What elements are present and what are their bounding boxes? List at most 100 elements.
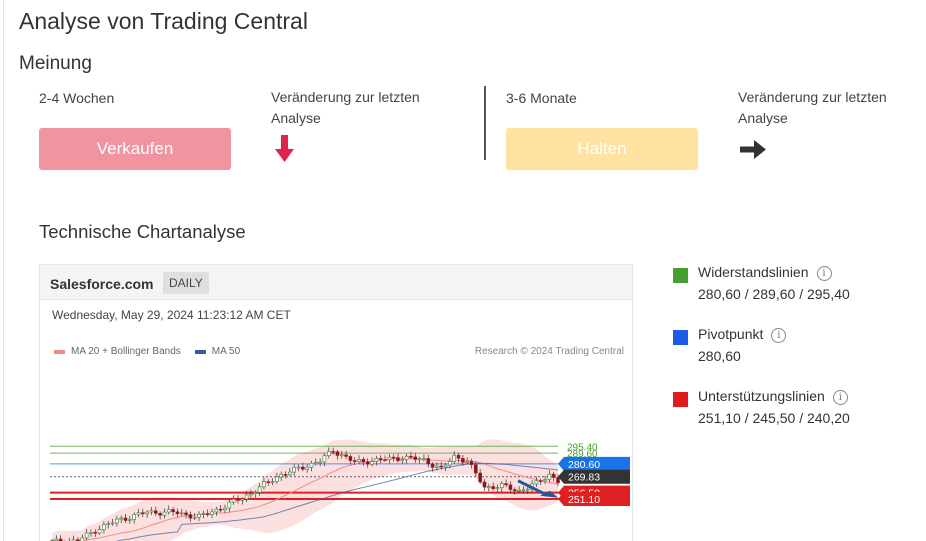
candle-body [89,531,93,534]
price-level-label-5: 251.10 [568,494,600,506]
info-icon[interactable]: i [771,328,787,343]
opinion-heading: Meinung [19,53,92,74]
legend-swatch-ma20 [54,349,65,354]
candle-body [525,488,530,491]
page-title: Analyse von Trading Central [19,8,308,34]
candle-body [262,481,266,488]
candle-body [452,454,457,462]
chart-copyright: Research © 2024 Trading Central [474,346,624,357]
sell-recommendation-badge: Verkaufen [39,128,231,170]
candle-body [179,512,184,515]
candle-body [361,459,366,463]
legend-label-ma50: MA 50 [211,346,241,357]
candle-body [556,477,560,484]
candle-body [214,508,219,513]
candle-body [543,479,547,482]
candle-body [456,454,461,459]
support-title: Unterstützungslinien [698,388,825,404]
candle-body [422,458,426,460]
candle-body [378,458,383,460]
short-term-period: 2-4 Wochen [39,90,115,106]
candle-body [292,467,296,473]
chart-header: Salesforce.com DAILY [40,265,632,300]
candle-body [400,459,405,462]
support-swatch [673,392,688,407]
candle-body [54,538,59,541]
mid-term-period: 3-6 Monate [506,90,577,106]
hold-recommendation-badge: Halten [506,128,698,170]
candle-body [430,463,435,468]
candle-body [283,474,288,476]
candle-body [162,511,167,516]
candle-body [128,519,132,521]
candle-body [521,489,526,492]
mid-term-change-label: Veränderung zur letzten Analyse [738,89,887,126]
candle-body [227,501,232,509]
candle-body [352,460,357,462]
chart-interval-badge[interactable]: DAILY [163,272,209,294]
candle-body [396,457,400,462]
candle-body [326,451,331,456]
candle-body [387,456,392,461]
candle-body [84,532,89,539]
pivot-swatch [673,330,688,345]
candle-body [374,458,379,462]
candle-body [465,461,469,463]
candle-body [236,498,240,501]
candle-body [244,494,249,500]
price-level-tag-2 [558,456,630,471]
page-left-border [3,0,4,541]
candle-body [331,451,335,453]
price-level-label-1: 289.60 [567,449,598,460]
ma50-line [115,462,559,541]
candle-body [288,471,292,475]
info-icon[interactable]: i [816,266,832,281]
projection-arrow-head [540,490,558,498]
price-level-label-3: 269.83 [568,472,600,484]
candle-body [301,466,305,470]
ma20-line [51,457,559,541]
candle-body [141,512,145,515]
candle-body [512,489,517,492]
candle-body [417,458,422,461]
candle-body [115,518,119,524]
candle-body [357,459,361,462]
candle-body [93,531,98,534]
candle-body [439,465,444,468]
candle-body [197,513,201,518]
candle-body [478,472,482,483]
candle-body [404,455,409,460]
candle-body [253,492,258,494]
candle-body [309,462,314,468]
candle-body [223,507,227,511]
price-level-label-2: 280.60 [568,459,600,471]
candle-body [495,487,500,490]
candle-body [149,510,154,513]
candle-body [110,522,115,525]
candle-body [443,464,448,468]
candle-body [413,456,418,460]
candle-body [348,456,353,461]
candle-body [270,481,275,483]
price-chart: Salesforce.com DAILY Wednesday, May 29, … [39,264,633,541]
bollinger-band [52,439,558,541]
candle-body [391,456,396,459]
candle-body [218,508,223,511]
info-icon[interactable]: i [832,390,848,405]
candle-body [482,481,487,488]
candle-body [184,512,188,515]
candle-body [538,480,543,482]
candle-body [106,523,111,526]
resistance-values: 280,60 / 289,60 / 295,40 [698,286,850,302]
candle-body [551,473,556,478]
technical-analysis-heading: Technische Chartanalyse [39,221,246,242]
pivot-title: Pivotpunkt [698,326,764,342]
candle-body [448,460,452,466]
arrow-down-icon [275,135,294,162]
candle-body [123,517,128,521]
candle-body [158,513,162,516]
candle-body [145,511,149,515]
candle-body [499,483,504,489]
candle-body [318,461,322,464]
